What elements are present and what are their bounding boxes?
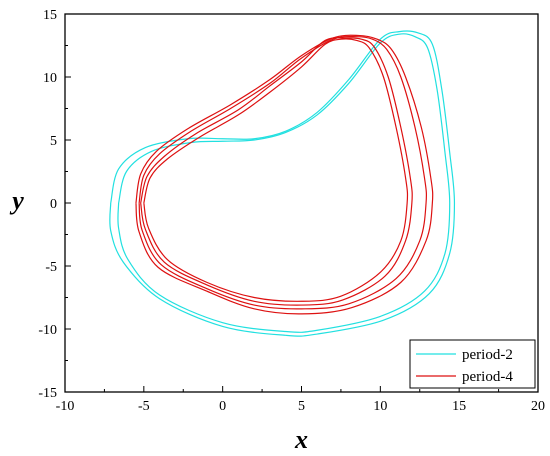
- x-tick-label: 10: [373, 399, 387, 414]
- y-tick-label: 0: [50, 197, 57, 212]
- trajectory-period-2-loop-1: [117, 33, 451, 333]
- legend-box: [409, 339, 536, 389]
- series-period-2: [109, 30, 456, 337]
- legend: period-2 period-4: [409, 339, 536, 389]
- trajectory-period-4-loop-2: [140, 37, 413, 306]
- trajectory-period-2-loop-2: [109, 30, 456, 337]
- y-tick-label: 15: [43, 8, 57, 23]
- trajectory-period-4-loop-4: [135, 34, 434, 315]
- y-tick-label: -10: [38, 323, 57, 338]
- x-tick-label: -10: [56, 399, 75, 414]
- y-tick-label: 5: [50, 134, 57, 149]
- x-tick-label: 15: [452, 399, 466, 414]
- legend-label-period-4: period-4: [462, 369, 513, 385]
- trajectory-traces: [109, 30, 456, 337]
- y-tick-label: 10: [43, 71, 57, 86]
- x-axis-title: x: [294, 425, 308, 454]
- legend-label-period-2: period-2: [462, 347, 513, 363]
- x-tick-label: -5: [138, 399, 150, 414]
- trajectory-period-4-loop-3: [138, 35, 428, 310]
- y-tick-label: -15: [38, 386, 57, 401]
- axis-ticks: [64, 13, 539, 393]
- x-tick-label: 0: [219, 399, 226, 414]
- x-tick-label: 20: [531, 399, 545, 414]
- x-tick-label: 5: [298, 399, 305, 414]
- series-period-4: [135, 34, 434, 315]
- y-axis-title: y: [9, 186, 24, 215]
- trajectory-period-4-loop-1: [143, 38, 409, 302]
- y-tick-label: -5: [45, 260, 57, 275]
